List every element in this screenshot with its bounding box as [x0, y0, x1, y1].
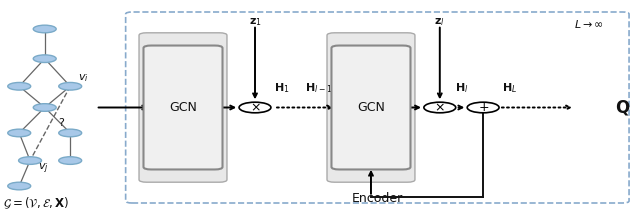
Text: $\mathbf{Q}$: $\mathbf{Q}$	[615, 98, 630, 117]
Circle shape	[424, 102, 456, 113]
Text: $\mathcal{G} = (\mathcal{V}, \mathcal{E}, \mathbf{X})$: $\mathcal{G} = (\mathcal{V}, \mathcal{E}…	[3, 196, 70, 212]
Text: GCN: GCN	[357, 101, 385, 114]
FancyBboxPatch shape	[139, 33, 227, 182]
Circle shape	[33, 55, 56, 63]
Circle shape	[59, 83, 82, 90]
Circle shape	[59, 157, 82, 164]
FancyBboxPatch shape	[327, 33, 415, 182]
Circle shape	[33, 25, 56, 33]
Circle shape	[59, 129, 82, 137]
Circle shape	[8, 129, 31, 137]
Circle shape	[467, 102, 499, 113]
Circle shape	[8, 83, 31, 90]
Text: $L \rightarrow \infty$: $L \rightarrow \infty$	[573, 18, 604, 30]
Circle shape	[19, 157, 42, 164]
Text: $\mathbf{z}_l$: $\mathbf{z}_l$	[435, 16, 445, 28]
Text: $\mathbf{H}_{l-1}$: $\mathbf{H}_{l-1}$	[305, 81, 333, 95]
FancyBboxPatch shape	[332, 46, 410, 169]
Text: ?: ?	[58, 118, 63, 128]
Text: $v_i$: $v_i$	[78, 72, 88, 84]
Text: GCN: GCN	[169, 101, 197, 114]
Text: $\times$: $\times$	[250, 101, 260, 114]
FancyBboxPatch shape	[143, 46, 223, 169]
Text: $\mathbf{H}_1$: $\mathbf{H}_1$	[274, 81, 290, 95]
Circle shape	[33, 104, 56, 111]
Text: Encoder: Encoder	[352, 192, 403, 205]
Text: $v_j$: $v_j$	[38, 162, 49, 176]
Text: $\mathbf{H}_L$: $\mathbf{H}_L$	[502, 81, 518, 95]
Text: $\mathbf{H}_l$: $\mathbf{H}_l$	[454, 81, 468, 95]
Text: $+$: $+$	[477, 101, 489, 114]
Text: $\times$: $\times$	[435, 101, 445, 114]
Circle shape	[239, 102, 271, 113]
Text: $\mathbf{z}_1$: $\mathbf{z}_1$	[248, 16, 261, 28]
Circle shape	[8, 182, 31, 190]
